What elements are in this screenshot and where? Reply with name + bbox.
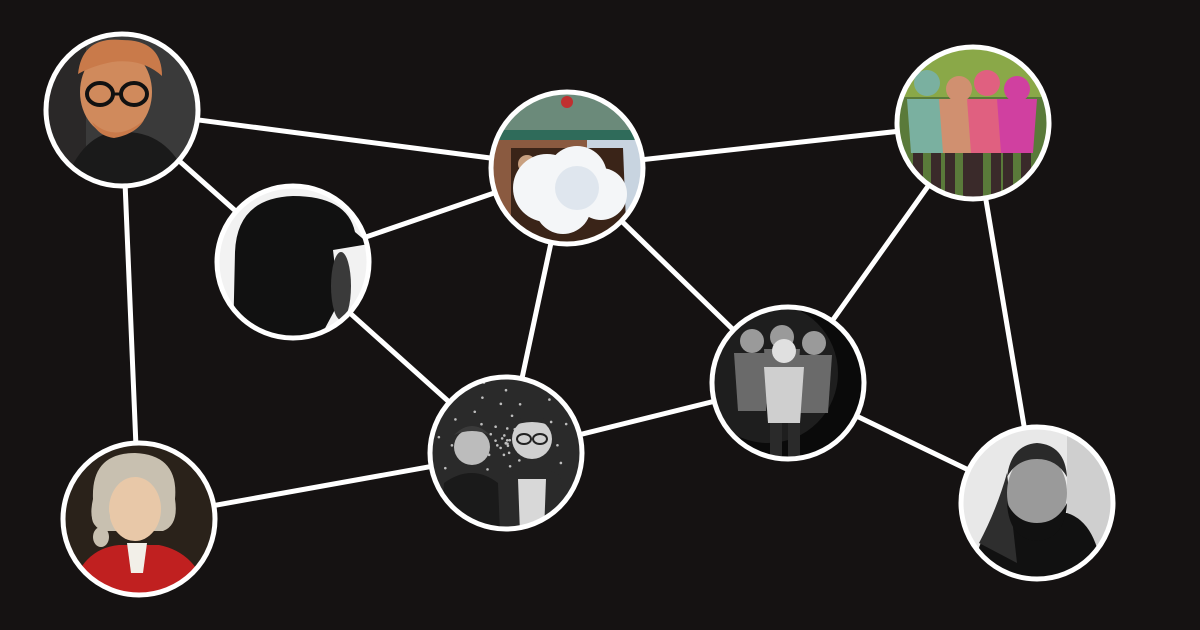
hooded-silhouette-node[interactable] (214, 183, 372, 342)
node-ring (958, 424, 1116, 582)
node-layer (43, 31, 1117, 599)
node-ring (427, 374, 585, 532)
redhead-glasses-portrait-photo (46, 34, 198, 186)
hooded-silhouette-photo (217, 186, 369, 338)
bearded-man-cap-cloud-node[interactable] (488, 89, 647, 248)
node-ring (488, 89, 646, 247)
band-bw-four-photo (712, 307, 864, 459)
band-painted-pink-photo (897, 47, 1049, 199)
bearded-man-bw-photo (961, 427, 1113, 579)
node-ring (894, 44, 1052, 202)
band-painted-pink-node[interactable] (894, 44, 1052, 202)
duo-bw-portrait-node[interactable] (427, 374, 585, 533)
classical-wig-portrait-node[interactable] (60, 440, 218, 599)
bearded-man-cap-cloud-photo (491, 92, 643, 244)
node-ring (709, 304, 867, 462)
duo-bw-portrait-photo (430, 377, 582, 529)
node-ring (43, 31, 201, 189)
node-ring (60, 440, 218, 598)
band-bw-four-node[interactable] (698, 303, 867, 463)
bearded-man-bw-node[interactable] (958, 424, 1117, 583)
redhead-glasses-portrait-node[interactable] (43, 31, 201, 190)
node-ring (214, 183, 372, 341)
